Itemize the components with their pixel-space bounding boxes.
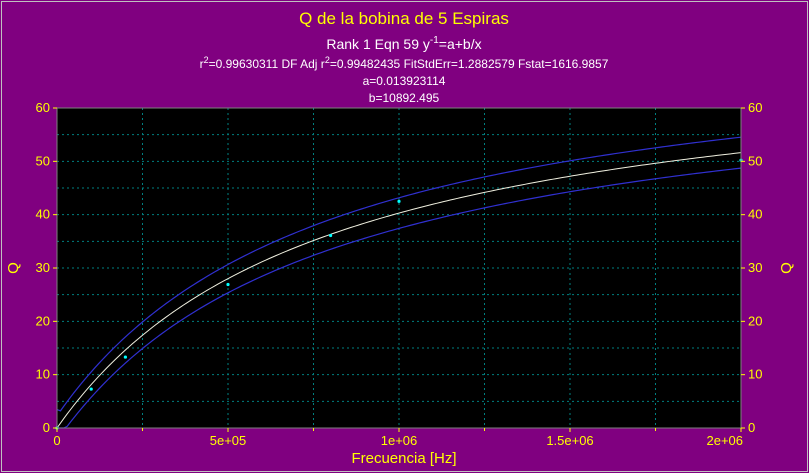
data-points	[55, 158, 743, 430]
chart-subtitle-stats: r2=0.99630311 DF Adj r2=0.99482435 FitSt…	[200, 55, 609, 71]
data-point	[89, 387, 93, 391]
confidence-bands	[56, 136, 742, 429]
y-tick-label-right: 0	[748, 420, 755, 435]
y-axis-label-right: Q	[778, 262, 795, 274]
x-axis-label: Frecuencia [Hz]	[351, 450, 456, 467]
data-point	[329, 233, 333, 238]
data-point	[397, 199, 401, 203]
y-tick-label-right: 60	[748, 100, 762, 115]
chart-subtitle-rank: Rank 1 Eqn 59 y-1=a+b/x	[326, 35, 481, 52]
fit-curve	[56, 152, 742, 429]
y-tick-label-left: 30	[36, 260, 50, 275]
y-tick-label-left: 50	[36, 153, 50, 168]
x-ticks: 0 5e+05 1e+06 1.5e+06 2e+06	[53, 428, 743, 448]
fit-curve-line	[56, 152, 742, 429]
chart-title: Q de la bobina de 5 Espiras	[299, 9, 509, 28]
y-tick-label-left: 20	[36, 313, 50, 328]
y-tick-label-right: 10	[748, 367, 762, 382]
y-tick-label-right: 50	[748, 153, 762, 168]
x-tick-label: 2e+06	[706, 433, 743, 448]
y-tick-label-left: 10	[36, 367, 50, 382]
y-tick-label-right: 20	[748, 313, 762, 328]
chart-subtitle-param-b: b=10892.495	[369, 91, 440, 105]
x-tick-label: 1.5e+06	[546, 433, 593, 448]
y-ticks-right: 0 10 20 30 40 50 60	[741, 100, 762, 435]
y-tick-label-left: 40	[36, 207, 50, 222]
x-tick-label: 1e+06	[381, 433, 418, 448]
confidence-band-upper	[56, 136, 742, 412]
y-tick-label-right: 40	[748, 207, 762, 222]
confidence-band-lower	[57, 167, 742, 429]
y-ticks-left: 0 10 20 30 40 50 60	[36, 100, 57, 435]
chart-subtitle-param-a: a=0.013923114	[363, 74, 446, 88]
grid-lines	[57, 108, 741, 428]
data-point	[226, 282, 230, 287]
y-axis-label-left: Q	[5, 262, 22, 274]
y-tick-label-right: 30	[748, 260, 762, 275]
y-tick-label-left: 0	[43, 420, 50, 435]
x-tick-label: 5e+05	[210, 433, 247, 448]
y-tick-label-left: 60	[36, 100, 50, 115]
data-point	[123, 355, 127, 359]
x-tick-label: 0	[53, 433, 60, 448]
